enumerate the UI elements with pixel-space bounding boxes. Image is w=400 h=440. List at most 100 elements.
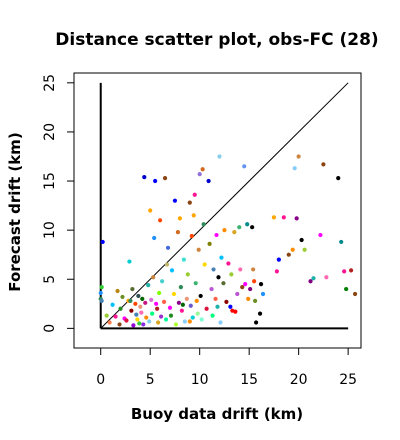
x-tick-label: 15 [240, 372, 258, 388]
data-point [196, 247, 201, 252]
data-point [99, 298, 104, 303]
data-point [164, 262, 170, 267]
data-point [135, 317, 140, 322]
data-point [139, 310, 144, 315]
y-tick-label: 0 [42, 324, 58, 333]
data-point [99, 285, 104, 290]
data-point [232, 230, 237, 235]
data-point [181, 257, 186, 262]
data-point [148, 208, 153, 213]
data-point [187, 200, 192, 205]
data-point [242, 164, 247, 169]
data-point [221, 281, 226, 286]
data-point [211, 267, 216, 272]
data-point [197, 172, 202, 177]
data-point [321, 162, 326, 167]
data-point [248, 286, 253, 292]
y-tick-label: 10 [42, 221, 58, 239]
reference-lines [99, 82, 349, 330]
data-point [342, 269, 347, 274]
data-point [130, 286, 135, 292]
y-axis: 0 5 10 15 20 25 [42, 74, 74, 333]
data-point [147, 319, 152, 324]
data-point [276, 257, 281, 262]
data-point [136, 293, 141, 299]
x-tick-label: 0 [96, 372, 105, 388]
data-point [274, 269, 279, 274]
data-points [98, 154, 358, 328]
data-point [318, 232, 323, 238]
data-point [173, 322, 179, 327]
data-point [237, 225, 242, 230]
data-point [172, 198, 178, 203]
data-point [153, 178, 158, 184]
data-point [216, 275, 221, 280]
data-point [131, 323, 136, 328]
data-point [217, 154, 222, 159]
data-point [202, 262, 207, 267]
data-point [185, 272, 190, 277]
y-tick-label: 20 [42, 123, 58, 141]
data-point [115, 288, 120, 294]
data-point [184, 296, 189, 301]
data-point [177, 216, 182, 221]
data-point [198, 293, 203, 299]
data-point [189, 233, 194, 239]
data-point [352, 291, 358, 297]
data-point [143, 300, 148, 305]
data-point [210, 313, 215, 318]
data-point [209, 286, 214, 292]
data-point [218, 320, 223, 325]
data-point [214, 232, 219, 238]
data-point [224, 299, 229, 304]
data-point [142, 175, 147, 180]
data-point [349, 268, 354, 273]
data-point [151, 275, 156, 280]
data-point [149, 297, 154, 302]
data-point [180, 302, 185, 307]
data-point [294, 216, 299, 221]
data-point [251, 267, 256, 272]
data-point [113, 314, 118, 319]
data-point [118, 306, 123, 311]
data-point [238, 267, 243, 272]
data-point [296, 154, 301, 159]
data-point [194, 298, 199, 303]
x-tick-label: 25 [339, 372, 357, 388]
data-point [140, 296, 145, 301]
data-point [104, 313, 109, 318]
data-point [167, 305, 173, 310]
data-point [299, 237, 304, 243]
data-point [128, 298, 133, 303]
data-point [253, 320, 259, 325]
data-point [222, 228, 227, 233]
data-point [124, 318, 129, 323]
data-point [200, 167, 205, 172]
data-point [175, 230, 181, 235]
data-point [171, 291, 177, 297]
data-point [158, 218, 163, 223]
data-point [141, 322, 146, 327]
y-tick-label: 5 [42, 275, 58, 284]
y-tick-label: 25 [42, 74, 58, 92]
y-axis-label: Forecast drift (km) [6, 132, 24, 291]
x-tick-label: 10 [191, 372, 209, 388]
data-point [146, 283, 151, 288]
data-point [182, 319, 187, 324]
data-point [158, 314, 164, 319]
data-point [311, 276, 316, 281]
data-point [281, 215, 286, 220]
data-point [133, 301, 138, 306]
data-point [134, 312, 139, 317]
chart-title: Distance scatter plot, obs-FC (28) [55, 30, 378, 50]
data-point [150, 311, 155, 316]
data-point [258, 282, 264, 287]
data-point [110, 302, 115, 307]
data-point [176, 300, 182, 305]
data-point [206, 178, 211, 184]
data-point [219, 255, 224, 260]
plot-frame [73, 72, 362, 349]
data-point [207, 241, 212, 246]
data-point [226, 261, 231, 266]
data-point [179, 308, 184, 313]
